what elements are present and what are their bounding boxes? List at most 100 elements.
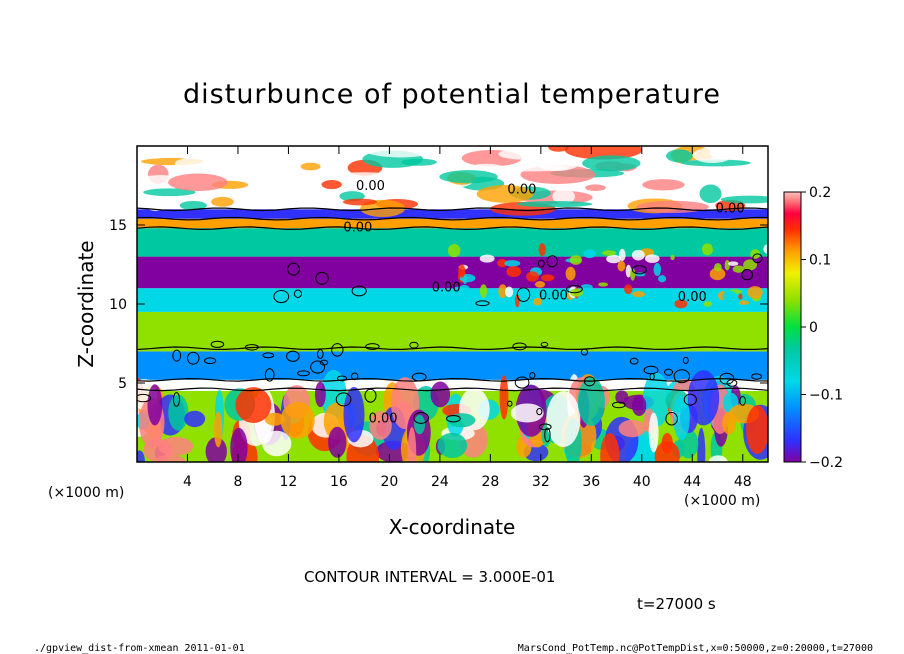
contour-line-3	[137, 387, 768, 392]
blob-mid-25	[658, 275, 667, 283]
contour-loop-30	[475, 300, 490, 307]
blob-low-132	[510, 403, 544, 423]
contour-loop-21	[507, 400, 513, 407]
contour-loop-23	[683, 393, 697, 406]
blob-mid-46	[624, 284, 633, 295]
blob-mid-59	[580, 284, 593, 291]
contour-loop-7	[544, 427, 551, 443]
blob-low-136	[214, 411, 223, 448]
x-tick-label-7: 32	[532, 474, 550, 490]
blob-mid-40	[701, 243, 713, 256]
contour-loop-16	[529, 372, 536, 379]
contour-loop-11	[580, 348, 589, 356]
blob-low-139	[577, 377, 605, 427]
contour-label-3: 0.00	[716, 201, 745, 216]
x-tick-label-8: 36	[582, 474, 600, 490]
blob-top-57	[168, 173, 228, 192]
blob-mid-37	[526, 271, 539, 282]
contour-labels: 0.00 0.00 0.00 0.00 0.00 0.00 0.00 0.00	[343, 179, 744, 426]
blob-mid-66	[674, 299, 688, 309]
blob-mid-10	[728, 261, 739, 266]
y-tick-label-2: 15	[109, 218, 127, 234]
x-tick-label-10: 44	[683, 474, 701, 490]
contour-loop-54	[682, 356, 689, 364]
blob-low-99	[280, 401, 315, 439]
contour-loop-13	[286, 350, 300, 362]
contour-loop-51	[665, 411, 678, 426]
contour-label-0: 0.00	[356, 179, 385, 194]
blob-mid-0	[632, 291, 646, 298]
blob-top-50	[476, 185, 534, 203]
blob-mid-3	[703, 301, 713, 307]
contour-loop-1	[741, 269, 753, 281]
layer-band-5	[137, 256, 768, 289]
blob-top-24	[720, 195, 768, 204]
contour-loop-18	[264, 368, 275, 382]
blob-low-109	[314, 381, 326, 408]
blob-mid-43	[670, 254, 675, 261]
blob-low-115	[264, 412, 285, 426]
blob-mid-35	[538, 243, 546, 257]
blob-low-120	[328, 426, 347, 458]
blob-top-34	[642, 179, 685, 191]
contour-loop-53	[411, 372, 427, 382]
contour-loop-5	[336, 375, 348, 382]
blob-low-133	[343, 386, 365, 443]
contour-loop-40	[643, 365, 659, 375]
layer-band-7	[137, 218, 768, 229]
blob-top-1	[179, 200, 207, 211]
contour-label-7: 0.00	[369, 412, 398, 427]
blob-mid-5	[647, 295, 655, 309]
contour-loop-37	[726, 379, 738, 387]
colorbar-gradient	[783, 191, 802, 463]
blob-top-29	[535, 154, 580, 172]
blob-low-113	[448, 413, 476, 428]
blob-low-101	[230, 427, 248, 462]
blob-mid-29	[548, 291, 559, 303]
blob-mid-7	[498, 284, 508, 299]
blob-mid-60	[447, 243, 461, 258]
blob-top-52	[680, 159, 751, 167]
blob-top-19	[321, 179, 342, 190]
blob-mid-68	[644, 254, 660, 263]
blob-mid-65	[631, 249, 645, 261]
contour-line-4	[137, 377, 768, 382]
y-tick-label-1: 10	[109, 297, 127, 313]
contour-loop-58	[739, 395, 746, 406]
blob-low-50	[137, 450, 145, 462]
contour-loop-56	[364, 388, 377, 403]
x-tick-label-6: 28	[481, 474, 499, 490]
contour-line-2	[137, 207, 768, 212]
contour-loop-6	[137, 393, 152, 403]
blob-top-43	[636, 200, 709, 213]
contour-label-1: 0.00	[507, 182, 536, 197]
x-tick-label-4: 20	[380, 474, 398, 490]
blob-low-82	[168, 394, 189, 431]
layer-band-2	[137, 351, 768, 380]
blob-mid-24	[565, 266, 576, 281]
contour-loop-38	[583, 376, 596, 387]
blob-low-131	[546, 391, 581, 448]
contour-loop-42	[351, 285, 367, 297]
blob-mid-55	[747, 286, 763, 299]
blob-low-63	[708, 455, 728, 462]
blob-mid-9	[732, 265, 745, 273]
contour-loop-43	[409, 341, 419, 349]
contour-loop-8	[752, 253, 763, 264]
blob-mid-58	[462, 276, 467, 285]
blob-top-40	[584, 184, 606, 191]
contour-interval-text: CONTOUR INTERVAL = 3.000E-01	[304, 568, 555, 586]
contour-loop-41	[186, 351, 200, 365]
blob-low-127	[615, 390, 629, 405]
blob-top-39	[439, 170, 498, 184]
blob-top-41	[548, 146, 569, 152]
contour-loop-3	[631, 265, 647, 275]
contour-loop-26	[316, 349, 324, 359]
blob-mid-11	[598, 282, 609, 287]
contour-loop-59	[546, 255, 559, 268]
blob-mid-56	[505, 286, 514, 298]
blob-mid-6	[479, 284, 488, 298]
blob-low-103	[205, 437, 227, 462]
y-axis-ticks: 5 10 15	[109, 218, 768, 392]
blob-low-23	[697, 427, 706, 462]
